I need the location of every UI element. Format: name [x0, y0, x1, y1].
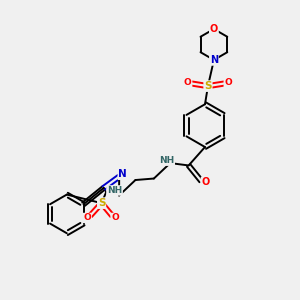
Text: S: S: [204, 81, 212, 91]
Text: O: O: [184, 78, 192, 87]
Text: O: O: [111, 214, 119, 223]
Text: N: N: [118, 169, 127, 179]
Text: N: N: [210, 55, 218, 65]
Text: O: O: [202, 177, 210, 188]
Text: S: S: [98, 198, 105, 208]
Text: O: O: [83, 214, 91, 223]
Text: O: O: [224, 78, 232, 87]
Text: NH: NH: [159, 156, 174, 165]
Text: O: O: [210, 24, 218, 34]
Text: NH: NH: [107, 186, 122, 195]
